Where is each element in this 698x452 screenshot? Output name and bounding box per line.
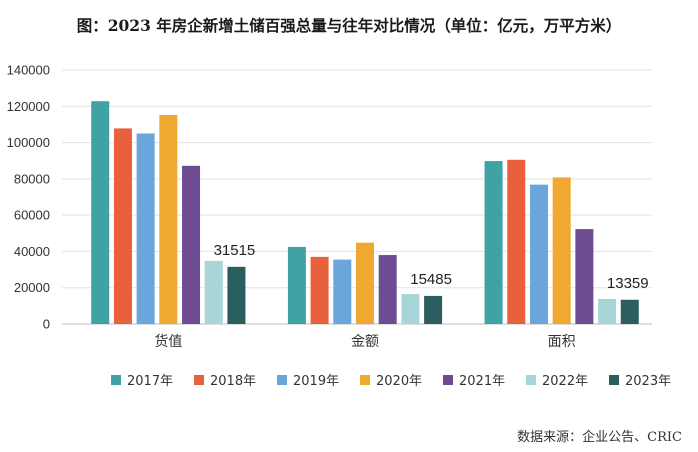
legend-label: 2022年 [542, 374, 588, 389]
y-tick-label: 80000 [14, 171, 50, 186]
bar-2020年-金额 [356, 242, 374, 324]
legend-label: 2020年 [376, 374, 422, 389]
legend-swatch [443, 375, 453, 385]
bar-2021年-货值 [182, 165, 201, 324]
legend-swatch [360, 375, 370, 385]
bar-2023年-金额 [424, 295, 443, 324]
x-category-label: 面积 [548, 334, 576, 350]
legend-swatch [526, 375, 536, 385]
bar-2018年-货值 [113, 128, 132, 324]
legend-swatch [277, 375, 287, 385]
bar-2019年-货值 [136, 133, 155, 324]
y-tick-label: 40000 [14, 244, 50, 259]
bar-2023年-货值 [227, 266, 246, 324]
source-note: 数据来源：企业公告、CRIC [517, 430, 682, 445]
legend-swatch [194, 375, 204, 385]
x-category-label: 金额 [351, 334, 379, 350]
legend-label: 2021年 [459, 374, 505, 389]
bar-2019年-金额 [333, 259, 352, 324]
legend-label: 2023年 [625, 374, 671, 389]
legend-swatch [111, 375, 121, 385]
bar-2019年-面积 [529, 184, 548, 324]
y-tick-label: 20000 [14, 280, 50, 295]
data-label: 13359 [607, 275, 649, 292]
bar-2021年-金额 [378, 255, 397, 324]
bar-2022年-货值 [204, 260, 223, 324]
data-label: 31515 [214, 242, 256, 259]
bar-2018年-面积 [507, 159, 526, 324]
legend-label: 2017年 [127, 374, 173, 389]
y-tick-label: 100000 [7, 135, 50, 150]
x-category-label: 货值 [154, 333, 182, 350]
chart-title: 图：2023 年房企新增土储百强总量与往年对比情况（单位：亿元，万平方米） [76, 16, 622, 35]
bar-2023年-面积 [620, 299, 639, 324]
bar-2020年-货值 [159, 114, 178, 324]
y-tick-label: 60000 [14, 208, 50, 223]
legend-label: 2018年 [210, 374, 256, 389]
bar-2020年-面积 [552, 177, 571, 324]
bar-2017年-面积 [484, 161, 503, 324]
y-tick-label: 140000 [7, 63, 50, 78]
data-label: 15485 [410, 271, 452, 288]
legend-label: 2019年 [293, 374, 339, 389]
legend-swatch [609, 375, 619, 385]
bar-2017年-货值 [91, 101, 110, 324]
bar-2021年-面积 [575, 229, 594, 324]
y-tick-label: 0 [43, 317, 50, 332]
bar-2018年-金额 [310, 256, 329, 324]
bar-2022年-金额 [401, 294, 420, 324]
y-tick-label: 120000 [7, 99, 50, 114]
bar-2017年-金额 [287, 246, 306, 324]
bar-2022年-面积 [598, 298, 617, 324]
